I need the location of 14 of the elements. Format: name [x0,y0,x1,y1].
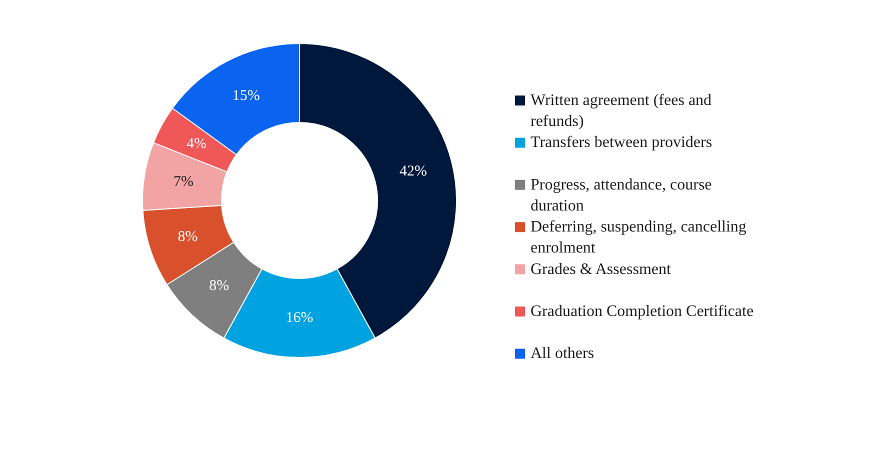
legend-label: All others [530,345,594,362]
data-label: 8% [178,228,198,245]
legend-label: Graduation Completion Certificate [530,303,754,320]
data-label: 8% [209,278,230,294]
data-label: 16% [286,310,314,326]
legend-label: Deferring, suspending, cancelling enrolment [530,218,746,257]
legend-label: Transfers between providers [530,134,712,152]
data-label: 7% [173,174,194,190]
legend-label: Written agreement (fees and refunds) [530,92,712,130]
data-label: 4% [186,136,207,152]
legend-label: Grades & Assessment [530,260,672,278]
legend-label: Progress, attendance, course duration [530,176,712,214]
data-label: 15% [232,88,260,104]
data-label: 42% [400,163,428,180]
